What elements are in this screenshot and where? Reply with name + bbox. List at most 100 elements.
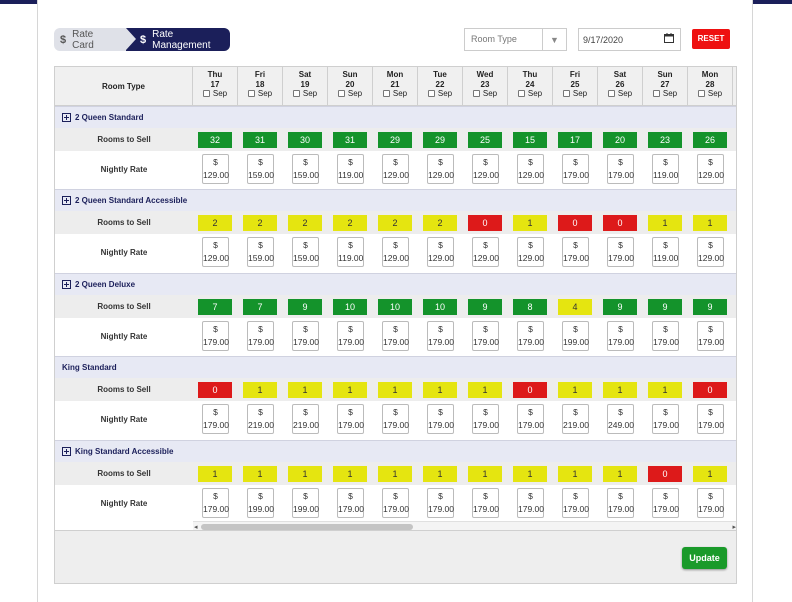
nightly-rate-input[interactable]: $129.00 bbox=[427, 237, 454, 267]
nightly-rate-input[interactable]: $179.00 bbox=[652, 404, 679, 434]
rooms-to-sell-cell[interactable]: 1 bbox=[558, 466, 592, 482]
calendar-icon[interactable] bbox=[664, 33, 680, 46]
nightly-rate-input[interactable]: $179.00 bbox=[517, 404, 544, 434]
rooms-to-sell-cell[interactable]: 2 bbox=[423, 215, 457, 231]
nightly-rate-input[interactable]: $129.00 bbox=[202, 154, 229, 184]
day-select-checkbox[interactable] bbox=[337, 90, 345, 98]
rooms-to-sell-cell[interactable]: 7 bbox=[198, 299, 232, 315]
rooms-to-sell-cell[interactable]: 1 bbox=[513, 215, 547, 231]
rooms-to-sell-cell[interactable]: 1 bbox=[423, 466, 457, 482]
day-select-checkbox[interactable] bbox=[697, 90, 705, 98]
nightly-rate-input[interactable]: $179.00 bbox=[337, 404, 364, 434]
nightly-rate-input[interactable]: $249.00 bbox=[607, 404, 634, 434]
room-type-select[interactable]: Room Type ▼ bbox=[464, 28, 567, 51]
rooms-to-sell-cell[interactable]: 1 bbox=[333, 466, 367, 482]
nightly-rate-input[interactable]: $179.00 bbox=[337, 321, 364, 351]
nightly-rate-input[interactable]: $179.00 bbox=[607, 237, 634, 267]
rooms-to-sell-cell[interactable]: 1 bbox=[423, 382, 457, 398]
day-select-checkbox[interactable] bbox=[292, 90, 300, 98]
nightly-rate-input[interactable]: $179.00 bbox=[517, 488, 544, 518]
nightly-rate-input[interactable]: $179.00 bbox=[382, 321, 409, 351]
rooms-to-sell-cell[interactable]: 25 bbox=[468, 132, 502, 148]
rooms-to-sell-cell[interactable]: 0 bbox=[198, 382, 232, 398]
nightly-rate-input[interactable]: $179.00 bbox=[562, 488, 589, 518]
nightly-rate-input[interactable]: $179.00 bbox=[697, 321, 724, 351]
rooms-to-sell-cell[interactable]: 15 bbox=[513, 132, 547, 148]
nightly-rate-input[interactable]: $179.00 bbox=[697, 404, 724, 434]
rooms-to-sell-cell[interactable]: 1 bbox=[558, 382, 592, 398]
rooms-to-sell-cell[interactable]: 1 bbox=[693, 466, 727, 482]
rooms-to-sell-cell[interactable]: 10 bbox=[378, 299, 412, 315]
rooms-to-sell-cell[interactable]: 29 bbox=[423, 132, 457, 148]
day-select-checkbox[interactable] bbox=[382, 90, 390, 98]
horizontal-scrollbar[interactable]: ◂ ▸ bbox=[193, 521, 736, 531]
rooms-to-sell-cell[interactable]: 32 bbox=[198, 132, 232, 148]
rooms-to-sell-cell[interactable]: 30 bbox=[288, 132, 322, 148]
nightly-rate-input[interactable]: $119.00 bbox=[337, 154, 364, 184]
day-select-checkbox[interactable] bbox=[562, 90, 570, 98]
rooms-to-sell-cell[interactable]: 1 bbox=[288, 466, 322, 482]
nightly-rate-input[interactable]: $119.00 bbox=[337, 237, 364, 267]
start-date-input[interactable]: 9/17/2020 bbox=[578, 28, 681, 51]
nightly-rate-input[interactable]: $179.00 bbox=[202, 488, 229, 518]
nightly-rate-input[interactable]: $179.00 bbox=[607, 488, 634, 518]
nightly-rate-input[interactable]: $129.00 bbox=[697, 154, 724, 184]
rooms-to-sell-cell[interactable]: 4 bbox=[558, 299, 592, 315]
rooms-to-sell-cell[interactable]: 23 bbox=[648, 132, 682, 148]
nightly-rate-input[interactable]: $219.00 bbox=[562, 404, 589, 434]
nightly-rate-input[interactable]: $159.00 bbox=[247, 154, 274, 184]
scroll-left-icon[interactable]: ◂ bbox=[194, 524, 198, 531]
rooms-to-sell-cell[interactable]: 0 bbox=[558, 215, 592, 231]
nightly-rate-input[interactable]: $129.00 bbox=[382, 154, 409, 184]
nightly-rate-input[interactable]: $179.00 bbox=[247, 321, 274, 351]
day-select-checkbox[interactable] bbox=[202, 90, 210, 98]
nightly-rate-input[interactable]: $179.00 bbox=[472, 321, 499, 351]
day-select-checkbox[interactable] bbox=[652, 90, 660, 98]
scrollbar-thumb[interactable] bbox=[201, 524, 413, 530]
day-select-checkbox[interactable] bbox=[517, 90, 525, 98]
nightly-rate-input[interactable]: $179.00 bbox=[382, 404, 409, 434]
rooms-to-sell-cell[interactable]: 9 bbox=[648, 299, 682, 315]
nightly-rate-input[interactable]: $159.00 bbox=[292, 154, 319, 184]
rooms-to-sell-cell[interactable]: 1 bbox=[603, 466, 637, 482]
rooms-to-sell-cell[interactable]: 26 bbox=[693, 132, 727, 148]
nightly-rate-input[interactable]: $179.00 bbox=[697, 488, 724, 518]
nightly-rate-input[interactable]: $199.00 bbox=[247, 488, 274, 518]
reset-button[interactable]: RESET bbox=[692, 29, 730, 49]
expand-icon[interactable] bbox=[62, 196, 71, 205]
nightly-rate-input[interactable]: $179.00 bbox=[427, 404, 454, 434]
breadcrumb-rate-card[interactable]: $ Rate Card bbox=[54, 28, 136, 51]
rooms-to-sell-cell[interactable]: 1 bbox=[333, 382, 367, 398]
rooms-to-sell-cell[interactable]: 29 bbox=[378, 132, 412, 148]
rooms-to-sell-cell[interactable]: 1 bbox=[648, 215, 682, 231]
day-select-checkbox[interactable] bbox=[247, 90, 255, 98]
rooms-to-sell-cell[interactable]: 17 bbox=[558, 132, 592, 148]
nightly-rate-input[interactable]: $159.00 bbox=[292, 237, 319, 267]
nightly-rate-input[interactable]: $179.00 bbox=[562, 237, 589, 267]
rooms-to-sell-cell[interactable]: 1 bbox=[198, 466, 232, 482]
rooms-to-sell-cell[interactable]: 0 bbox=[513, 382, 547, 398]
nightly-rate-input[interactable]: $179.00 bbox=[337, 488, 364, 518]
rooms-to-sell-cell[interactable]: 0 bbox=[468, 215, 502, 231]
nightly-rate-input[interactable]: $219.00 bbox=[247, 404, 274, 434]
rooms-to-sell-cell[interactable]: 1 bbox=[243, 382, 277, 398]
nightly-rate-input[interactable]: $119.00 bbox=[652, 237, 679, 267]
nightly-rate-input[interactable]: $179.00 bbox=[202, 404, 229, 434]
rooms-to-sell-cell[interactable]: 2 bbox=[333, 215, 367, 231]
nightly-rate-input[interactable]: $129.00 bbox=[517, 154, 544, 184]
rooms-to-sell-cell[interactable]: 0 bbox=[693, 382, 727, 398]
rooms-to-sell-cell[interactable]: 9 bbox=[468, 299, 502, 315]
expand-icon[interactable] bbox=[62, 447, 71, 456]
rooms-to-sell-cell[interactable]: 7 bbox=[243, 299, 277, 315]
rooms-to-sell-cell[interactable]: 1 bbox=[693, 215, 727, 231]
nightly-rate-input[interactable]: $179.00 bbox=[517, 321, 544, 351]
rooms-to-sell-cell[interactable]: 1 bbox=[378, 466, 412, 482]
rooms-to-sell-cell[interactable]: 31 bbox=[243, 132, 277, 148]
rooms-to-sell-cell[interactable]: 9 bbox=[288, 299, 322, 315]
rooms-to-sell-cell[interactable]: 8 bbox=[513, 299, 547, 315]
rooms-to-sell-cell[interactable]: 2 bbox=[378, 215, 412, 231]
nightly-rate-input[interactable]: $179.00 bbox=[607, 154, 634, 184]
nightly-rate-input[interactable]: $129.00 bbox=[517, 237, 544, 267]
nightly-rate-input[interactable]: $179.00 bbox=[472, 488, 499, 518]
day-select-checkbox[interactable] bbox=[607, 90, 615, 98]
